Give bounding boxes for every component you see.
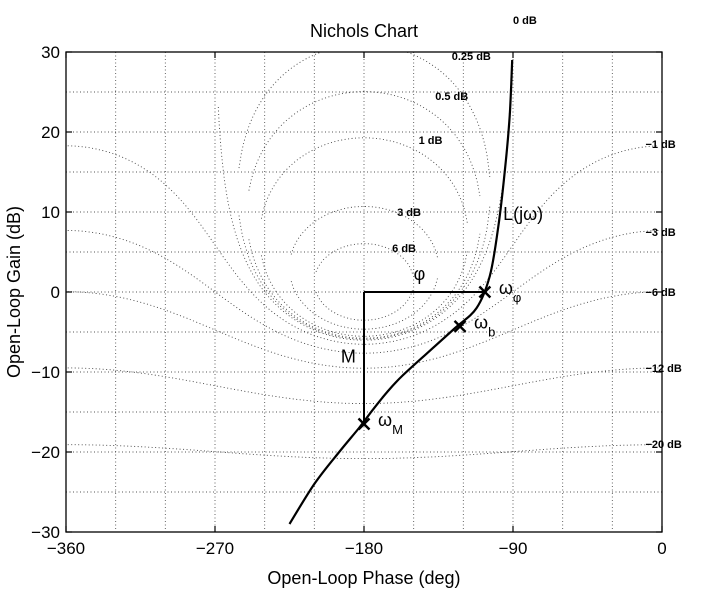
annotation: M bbox=[341, 346, 356, 366]
marker-cross bbox=[357, 417, 371, 431]
construction-lines bbox=[363, 291, 485, 424]
annotations: L(jω) φ M bbox=[341, 204, 543, 366]
y-tick-label: 10 bbox=[41, 203, 60, 222]
contour-label: 0.5 dB bbox=[435, 91, 468, 103]
m-contour bbox=[315, 243, 414, 275]
marker-cross bbox=[453, 320, 467, 333]
y-tick-label: 0 bbox=[51, 283, 60, 302]
y-tick-label: −20 bbox=[31, 443, 60, 462]
x-axis-label: Open-Loop Phase (deg) bbox=[267, 568, 460, 588]
contour-label: 0 dB bbox=[513, 15, 537, 27]
m-contour bbox=[238, 206, 491, 340]
annotation: φ bbox=[414, 264, 426, 284]
contour-label: 0.25 dB bbox=[452, 51, 491, 63]
y-tick-label: 30 bbox=[41, 43, 60, 62]
marker-label: ωM bbox=[378, 410, 403, 437]
chart-title: Nichols Chart bbox=[310, 21, 418, 41]
axis-ticks: −360 −270 −180 −90 0 −30 −20 −10 0 10 20 30 bbox=[31, 43, 667, 558]
series-layer bbox=[288, 59, 514, 525]
contour-label: 3 dB bbox=[397, 207, 421, 219]
contour-label: 6 dB bbox=[392, 243, 416, 255]
x-tick-label: −360 bbox=[47, 539, 85, 558]
x-tick-label: 0 bbox=[657, 539, 666, 558]
contour-labels: 0 dB 0.25 dB 0.5 dB 1 dB 3 dB 6 dB −1 dB −3 dB −… bbox=[392, 15, 682, 451]
x-tick-label: −180 bbox=[345, 539, 383, 558]
y-axis-label: Open-Loop Gain (dB) bbox=[4, 206, 24, 378]
m-contour bbox=[238, 52, 491, 178]
series-line-l-jw bbox=[288, 59, 514, 525]
x-tick-label: −90 bbox=[499, 539, 528, 558]
y-tick-label: 20 bbox=[41, 123, 60, 142]
y-tick-label: −30 bbox=[31, 523, 60, 542]
contour-label: −20 dB bbox=[645, 439, 681, 451]
marker-label: ωb bbox=[474, 312, 495, 339]
contour-label: −12 dB bbox=[645, 363, 681, 375]
marker-label: ωφ bbox=[499, 278, 522, 305]
contour-label: −3 dB bbox=[645, 227, 675, 239]
m-contour bbox=[67, 145, 659, 345]
marker-cross bbox=[478, 285, 492, 299]
annotation: L(jω) bbox=[503, 204, 543, 224]
x-tick-label: −270 bbox=[196, 539, 234, 558]
y-tick-label: −10 bbox=[31, 363, 60, 382]
m-contour bbox=[67, 444, 659, 460]
contour-label: 1 dB bbox=[419, 135, 443, 147]
contour-label: −1 dB bbox=[645, 139, 675, 151]
m-contour bbox=[260, 137, 468, 224]
contour-label: −6 dB bbox=[645, 287, 675, 299]
m-contour bbox=[290, 206, 439, 259]
m-contour bbox=[290, 277, 439, 330]
